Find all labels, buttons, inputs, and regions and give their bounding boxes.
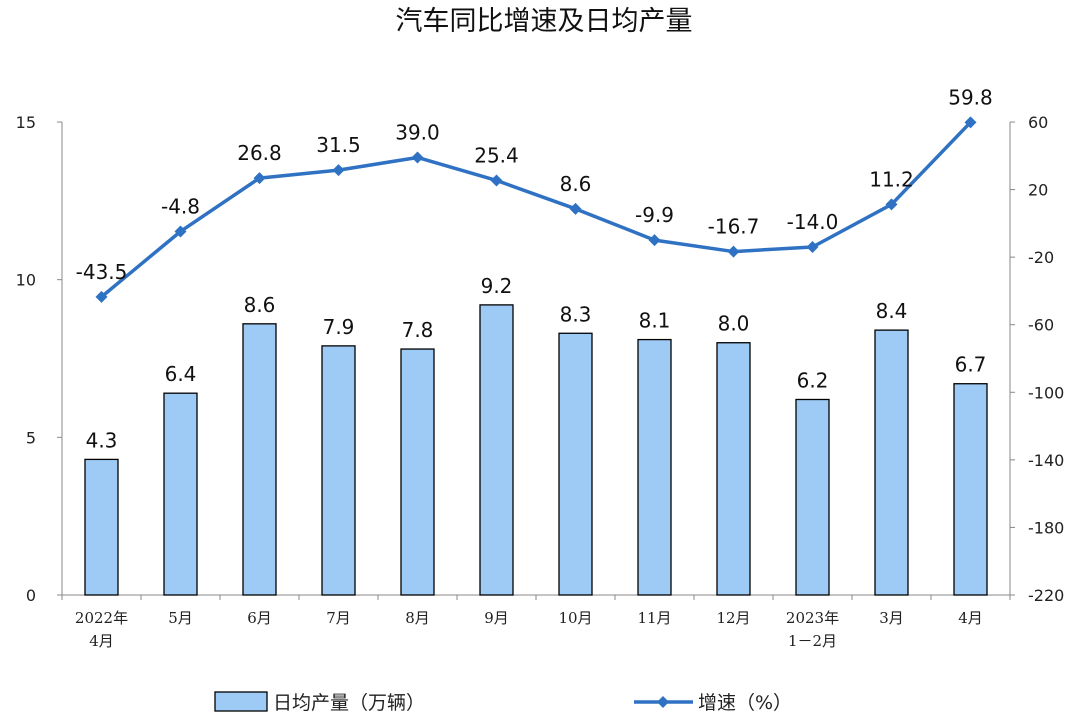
- x-category-label: 4月: [958, 609, 983, 627]
- bar-value-label: 4.3: [86, 428, 118, 452]
- bar-value-label: 7.8: [402, 318, 434, 342]
- line-point: [569, 202, 582, 215]
- y-left-tick-label: 0: [26, 586, 36, 605]
- line-value-label: 31.5: [316, 133, 361, 157]
- data-labels: 4.3 6.4 8.6 7.9 7.8 9.2 8.3 8.1 8.0 6.2 8.4 6.7 -43.…: [76, 85, 993, 452]
- line-point: [648, 234, 661, 247]
- bar: [321, 345, 356, 596]
- line-value-label: 39.0: [395, 120, 440, 144]
- x-category-label: 11月: [637, 609, 671, 627]
- x-category-label: 4月: [89, 632, 114, 650]
- y-right-tick-label: -180: [1028, 518, 1064, 537]
- line-value-label: -4.8: [161, 194, 200, 218]
- line-value-label: -16.7: [708, 215, 760, 239]
- x-category-label: 6月: [247, 609, 272, 627]
- bar-value-label: 8.6: [244, 293, 276, 317]
- x-category-label: 2022年: [75, 609, 128, 627]
- line-value-label: -43.5: [76, 260, 128, 284]
- bar: [400, 348, 435, 596]
- y-right-tick-label: -20: [1028, 248, 1054, 267]
- bar-value-label: 6.2: [797, 368, 829, 392]
- line-series: [95, 116, 977, 303]
- y-right-tick-label: 20: [1028, 181, 1048, 200]
- line-point: [95, 290, 108, 303]
- bar-value-label: 7.9: [323, 315, 355, 339]
- line-point: [174, 225, 187, 238]
- legend-bar-swatch: [214, 691, 268, 712]
- bar: [716, 342, 751, 596]
- line-point: [490, 174, 503, 187]
- line-point: [964, 116, 977, 129]
- y-right-tick-label: -140: [1028, 451, 1064, 470]
- y-right-tick-label: -60: [1028, 316, 1054, 335]
- line-value-label: 25.4: [474, 143, 519, 167]
- line-point: [806, 241, 819, 254]
- bar-value-label: 6.7: [955, 353, 987, 377]
- line-value-label: 8.6: [560, 172, 592, 196]
- line-point: [253, 172, 266, 185]
- bar: [242, 323, 277, 596]
- bar-value-label: 9.2: [481, 274, 513, 298]
- bar-value-label: 8.0: [718, 312, 750, 336]
- growth-line: [100, 121, 972, 299]
- line-value-label: -14.0: [787, 210, 839, 234]
- bar: [953, 383, 988, 596]
- y-right-tick-label: -100: [1028, 383, 1064, 402]
- chart-title: 汽车同比增速及日均产量: [396, 6, 693, 37]
- line-point: [332, 164, 345, 177]
- bar: [84, 458, 119, 596]
- y-left-tick-label: 5: [26, 428, 36, 447]
- x-category-label: 12月: [716, 609, 750, 627]
- bar: [795, 398, 830, 596]
- x-category-label: 7月: [326, 609, 351, 627]
- bar-value-label: 6.4: [165, 362, 197, 386]
- line-value-label: 59.8: [948, 85, 993, 109]
- x-category-label: 3月: [879, 609, 904, 627]
- y-right-tick-label: 60: [1028, 113, 1048, 132]
- axes: 0 5 10 15 -220 -180 -140 -100 -60 -20 20 60: [16, 113, 1065, 605]
- line-point: [411, 151, 424, 164]
- line-point: [727, 245, 740, 258]
- bar-value-label: 8.3: [560, 302, 592, 326]
- line-value-label: 11.2: [869, 167, 914, 191]
- y-left-tick-label: 10: [16, 271, 36, 290]
- bar: [637, 338, 672, 596]
- legend-line-marker: [657, 696, 669, 708]
- bar: [479, 304, 514, 596]
- y-right-tick-label: -220: [1028, 586, 1064, 605]
- line-value-label: 26.8: [237, 141, 282, 165]
- x-category-label: 2023年: [786, 609, 839, 627]
- legend: 日均产量（万辆） 增速（%）: [214, 691, 792, 714]
- line-point: [885, 198, 898, 211]
- x-axis-categories: 2022年 4月 5月 6月 7月 8月 9月 10月 11月 12月 2023年 1－2月 3月 4月: [75, 609, 983, 650]
- x-category-label: 8月: [405, 609, 430, 627]
- line-value-label: -9.9: [635, 203, 674, 227]
- bar-value-label: 8.4: [876, 299, 908, 323]
- x-category-label: 5月: [168, 609, 193, 627]
- x-category-label: 1－2月: [788, 632, 837, 650]
- bar-value-label: 8.1: [639, 309, 671, 333]
- legend-bar-label: 日均产量（万辆）: [273, 692, 425, 714]
- bar-series: [84, 304, 988, 596]
- y-left-tick-label: 15: [16, 113, 36, 132]
- x-category-label: 9月: [484, 609, 509, 627]
- legend-line-label: 增速（%）: [698, 692, 792, 714]
- bar: [874, 329, 909, 596]
- x-category-label: 10月: [558, 609, 592, 627]
- bar: [558, 332, 593, 596]
- bar: [163, 392, 198, 596]
